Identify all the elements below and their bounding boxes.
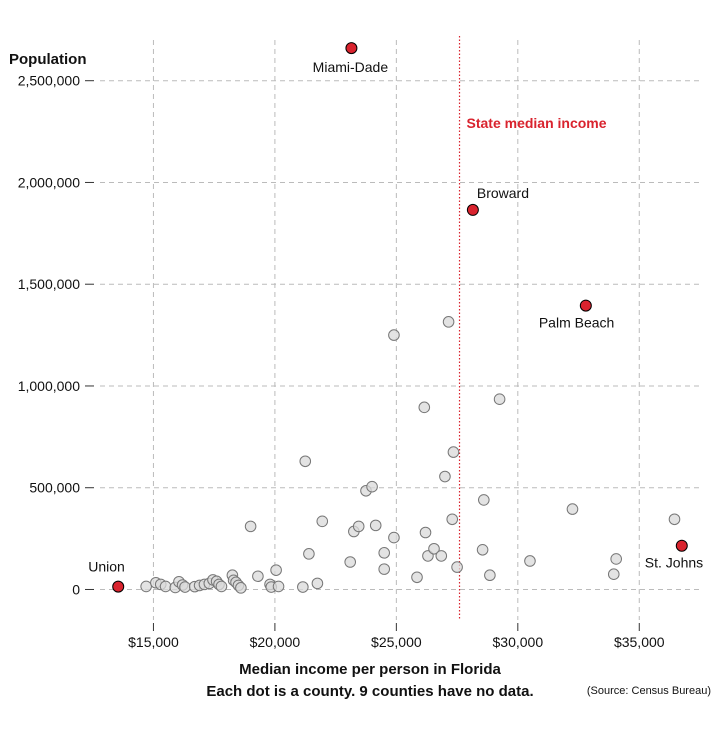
county-point bbox=[446, 513, 459, 526]
y-tick-label: 500,000 bbox=[29, 480, 80, 496]
highlight-point bbox=[466, 203, 479, 216]
county-point bbox=[435, 550, 448, 562]
county-point bbox=[607, 568, 620, 581]
highlight-point bbox=[579, 299, 592, 312]
county-point bbox=[476, 543, 489, 556]
county-point bbox=[270, 564, 282, 576]
county-label: Union bbox=[88, 559, 125, 575]
county-point bbox=[668, 513, 681, 526]
y-axis: 0 500,000 1,000,000 1,500,000 2,000,000 2,500… bbox=[18, 73, 94, 597]
county-point bbox=[451, 561, 463, 573]
county-point bbox=[447, 446, 460, 458]
county-point bbox=[369, 519, 382, 532]
x-tick-label: $25,000 bbox=[371, 634, 422, 650]
county-point bbox=[610, 553, 622, 565]
county-point bbox=[411, 571, 423, 584]
highlight-point bbox=[112, 580, 125, 593]
y-tick-label: 1,000,000 bbox=[18, 378, 80, 394]
y-tick-label: 1,500,000 bbox=[18, 276, 80, 292]
x-axis: $15,000 $20,000 $25,000 $30,000 $35,000 bbox=[128, 623, 665, 650]
county-point bbox=[215, 580, 228, 593]
y-tick-label: 2,500,000 bbox=[18, 73, 80, 89]
source-note: (Source: Census Bureau) bbox=[587, 685, 711, 697]
highlighted-counties: Miami-Dade Broward Palm Beach St. Johns Unio… bbox=[88, 42, 703, 593]
county-point bbox=[159, 580, 172, 593]
x-axis-label: Median income per person in Florida bbox=[239, 661, 501, 678]
county-point bbox=[388, 329, 400, 341]
county-point bbox=[140, 580, 152, 593]
county-point bbox=[297, 581, 309, 593]
county-point bbox=[378, 547, 391, 559]
county-label: Broward bbox=[477, 185, 529, 201]
county-point bbox=[566, 503, 579, 515]
county-point bbox=[316, 515, 329, 528]
county-point bbox=[484, 569, 496, 582]
highlight-point bbox=[345, 42, 358, 55]
county-point bbox=[378, 563, 391, 575]
chart-title: Population bbox=[9, 51, 87, 68]
county-point bbox=[252, 570, 264, 583]
county-point bbox=[419, 526, 432, 539]
county-point bbox=[179, 581, 191, 593]
county-point bbox=[439, 470, 451, 483]
county-point bbox=[366, 480, 378, 493]
county-point bbox=[524, 555, 536, 567]
y-tick-label: 2,000,000 bbox=[18, 174, 80, 190]
x-tick-label: $30,000 bbox=[493, 634, 544, 650]
state-median-label: State median income bbox=[467, 115, 607, 131]
chart-subtitle: Each dot is a county. 9 counties have no… bbox=[206, 683, 533, 700]
county-label: St. Johns bbox=[645, 555, 703, 571]
highlight-point bbox=[675, 539, 688, 552]
county-point bbox=[388, 531, 400, 544]
data-points bbox=[140, 316, 681, 594]
grid bbox=[100, 40, 700, 620]
county-point bbox=[344, 556, 357, 568]
county-point bbox=[352, 520, 365, 533]
county-point bbox=[244, 520, 257, 533]
county-point bbox=[428, 542, 440, 555]
county-point bbox=[442, 316, 455, 328]
county-point bbox=[272, 580, 285, 593]
county-point bbox=[299, 455, 312, 468]
county-point bbox=[235, 582, 247, 594]
county-label: Miami-Dade bbox=[313, 59, 389, 75]
x-tick-label: $35,000 bbox=[614, 634, 665, 650]
county-point bbox=[418, 401, 431, 414]
y-tick-label: 0 bbox=[72, 581, 80, 597]
county-point bbox=[478, 494, 490, 506]
x-tick-label: $20,000 bbox=[250, 634, 301, 650]
county-point bbox=[493, 393, 506, 405]
county-label: Palm Beach bbox=[539, 315, 614, 331]
x-tick-label: $15,000 bbox=[128, 634, 179, 650]
county-point bbox=[303, 548, 315, 560]
county-point bbox=[311, 577, 324, 590]
